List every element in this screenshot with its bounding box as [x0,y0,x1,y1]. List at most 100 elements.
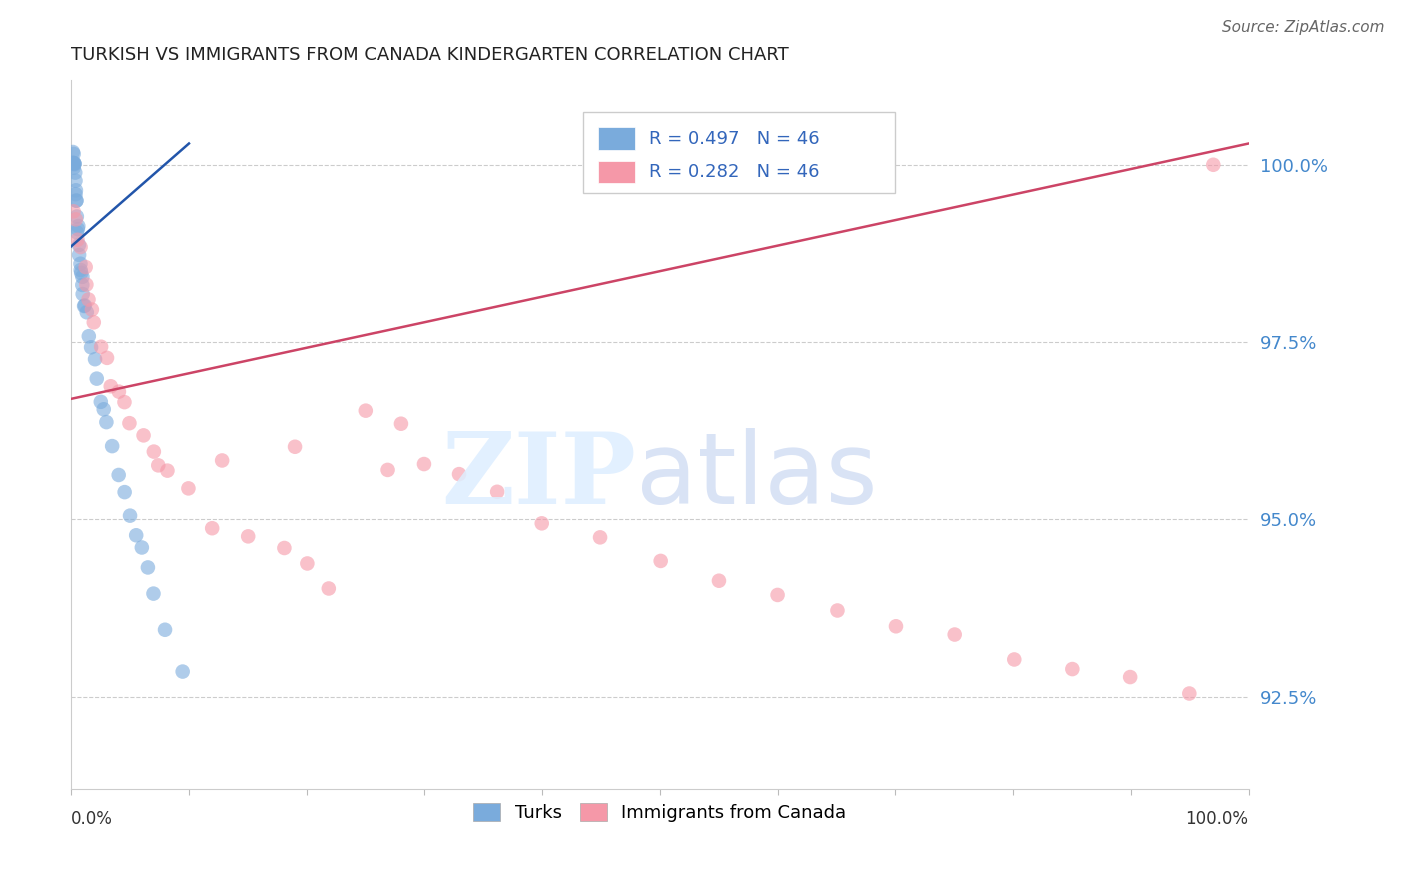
Point [96,351,118,365]
Text: R = 0.497   N = 46: R = 0.497 N = 46 [650,129,820,147]
Point [153,623,176,637]
Point [72,269,94,284]
Point [389,417,412,431]
Point [70,266,93,280]
Point [65,166,87,180]
Point [125,528,148,542]
Point [67,238,90,252]
Point [62,147,84,161]
Point [884,619,907,633]
Text: TURKISH VS IMMIGRANTS FROM CANADA KINDERGARTEN CORRELATION CHART: TURKISH VS IMMIGRANTS FROM CANADA KINDER… [72,46,789,64]
Point [62,156,84,170]
Point [177,482,200,496]
Point [63,157,86,171]
Point [132,428,155,442]
Point [65,187,87,202]
Legend: Turks, Immigrants from Canada: Turks, Immigrants from Canada [467,797,853,830]
Point [1002,652,1025,666]
Point [142,444,165,458]
Point [354,403,377,417]
Point [93,402,115,417]
Point [377,463,399,477]
Point [80,340,103,354]
Point [73,299,96,313]
Point [63,156,86,170]
Point [65,194,87,208]
Point [943,627,966,641]
Text: Source: ZipAtlas.com: Source: ZipAtlas.com [1222,20,1385,35]
Point [65,194,87,208]
Point [75,277,97,292]
Point [83,315,105,329]
Point [62,161,84,175]
Point [589,530,612,544]
Point [72,277,94,292]
Point [172,665,194,679]
Point [63,156,86,170]
Point [118,416,141,430]
Point [118,508,141,523]
Point [90,394,112,409]
Point [413,457,436,471]
Bar [598,161,636,183]
Point [84,352,107,367]
Point [65,212,87,227]
Point [318,582,340,596]
Point [136,560,159,574]
Point [273,541,295,555]
Point [827,603,849,617]
Point [90,340,112,354]
Point [297,557,319,571]
Text: R = 0.282   N = 46: R = 0.282 N = 46 [650,163,820,181]
Point [67,219,90,233]
Point [108,384,131,399]
Point [101,439,124,453]
Point [66,225,89,239]
Point [238,529,260,543]
Point [284,440,307,454]
Point [1178,686,1201,700]
Point [96,415,118,429]
Point [486,484,509,499]
Point [131,541,153,555]
Point [142,586,165,600]
Point [73,299,96,313]
FancyBboxPatch shape [583,112,896,194]
Point [69,257,91,271]
Point [1062,662,1084,676]
Bar [598,128,636,150]
Point [100,379,122,393]
Point [67,248,90,262]
Point [707,574,730,588]
Point [530,516,553,531]
Point [69,263,91,277]
Text: 100.0%: 100.0% [1185,810,1249,828]
Point [1119,670,1142,684]
Point [77,293,100,307]
Point [75,260,97,274]
Point [86,371,108,385]
Point [76,305,98,319]
Point [148,458,170,473]
Point [1202,158,1225,172]
Point [114,395,136,409]
Point [66,222,89,236]
Point [62,204,84,219]
Point [201,521,224,535]
Text: ZIP: ZIP [441,428,637,525]
Point [156,464,179,478]
Point [107,467,129,482]
Point [766,588,789,602]
Point [114,485,136,500]
Point [77,329,100,343]
Point [65,183,87,197]
Point [65,174,87,188]
Text: atlas: atlas [637,428,877,525]
Point [62,155,84,169]
Point [211,453,233,467]
Point [72,287,94,301]
Point [66,233,89,247]
Point [66,210,89,224]
Point [69,240,91,254]
Text: 0.0%: 0.0% [72,810,112,828]
